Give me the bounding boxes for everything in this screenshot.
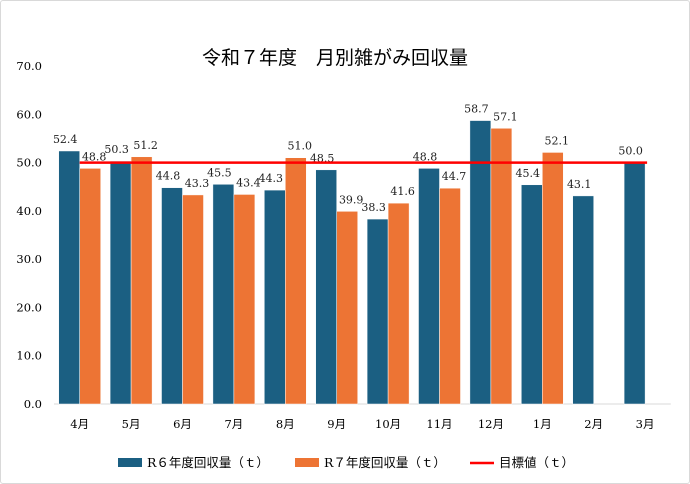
x-tick-label: 2月 [584, 417, 603, 431]
data-label: 43.3 [185, 177, 210, 190]
data-label: 44.3 [259, 172, 284, 185]
y-tick-label: 40.0 [16, 204, 42, 218]
bar-r6 [521, 184, 543, 405]
x-tick-label: 4月 [70, 417, 89, 431]
legend-swatch [295, 458, 319, 467]
bar-r6 [212, 184, 235, 405]
data-label: 39.9 [339, 193, 364, 206]
data-label: 44.7 [442, 170, 467, 183]
legend-swatch [118, 458, 142, 467]
x-tick-label: 11月 [426, 417, 452, 431]
bar-r7 [387, 202, 410, 405]
x-tick-label: 12月 [478, 417, 504, 431]
data-label: 51.2 [133, 139, 158, 152]
data-label: 58.7 [464, 103, 489, 116]
data-label: 52.4 [53, 133, 78, 146]
x-tick-label: 6月 [173, 417, 192, 431]
x-tick-label: 3月 [636, 417, 655, 431]
bar-r7 [542, 152, 564, 405]
x-tick-label: 5月 [122, 417, 141, 431]
y-tick-label: 70.0 [16, 59, 42, 73]
bar-r7 [233, 194, 256, 405]
x-tick-label: 7月 [224, 417, 243, 431]
bar-r6 [161, 187, 183, 405]
bar-r7 [336, 211, 358, 405]
y-tick-label: 50.0 [16, 156, 42, 170]
legend-label: 目標値（ｔ） [499, 455, 574, 470]
bar-r7 [182, 194, 204, 405]
bar-r6 [572, 195, 594, 405]
y-tick-label: 0.0 [24, 397, 42, 411]
data-label: 48.8 [82, 150, 107, 163]
x-tick-label: 1月 [533, 417, 552, 431]
data-label: 48.8 [413, 150, 438, 163]
data-label: 52.1 [545, 134, 570, 147]
y-tick-label: 60.0 [16, 107, 42, 121]
x-tick-label: 10月 [375, 417, 401, 431]
bar-r7 [490, 128, 513, 405]
data-label: 45.5 [207, 166, 232, 179]
data-label: 41.6 [390, 185, 415, 198]
data-label: 51.0 [288, 140, 313, 153]
data-label: 38.3 [361, 201, 386, 214]
data-label: 50.0 [618, 145, 643, 158]
chart-title: 令和７年度 月別雑がみ回収量 [202, 47, 468, 69]
data-label: 50.3 [104, 143, 129, 156]
data-label: 45.4 [516, 167, 541, 180]
bar-r6 [315, 169, 337, 405]
legend-label: R６年度回収量（ｔ） [147, 455, 269, 470]
legend-label: R７年度回収量（ｔ） [324, 455, 446, 470]
bar-r7 [285, 157, 307, 405]
x-tick-label: 8月 [276, 417, 295, 431]
data-label: 44.8 [156, 170, 181, 183]
data-label: 43.1 [567, 178, 592, 191]
bar-r6 [623, 162, 646, 405]
bar-r6 [109, 160, 132, 405]
bar-r7 [130, 156, 153, 405]
bar-r6 [58, 150, 80, 405]
bar-r7 [79, 168, 101, 405]
y-tick-label: 10.0 [16, 349, 42, 363]
data-label: 43.4 [236, 176, 261, 189]
bar-r6 [366, 218, 389, 405]
y-tick-label: 20.0 [16, 300, 42, 314]
y-tick-label: 30.0 [16, 252, 42, 266]
bar-r6 [418, 168, 440, 405]
data-label: 57.1 [493, 110, 518, 123]
x-tick-label: 9月 [327, 417, 346, 431]
bar-r7 [439, 187, 461, 405]
bar-r6 [264, 189, 286, 405]
